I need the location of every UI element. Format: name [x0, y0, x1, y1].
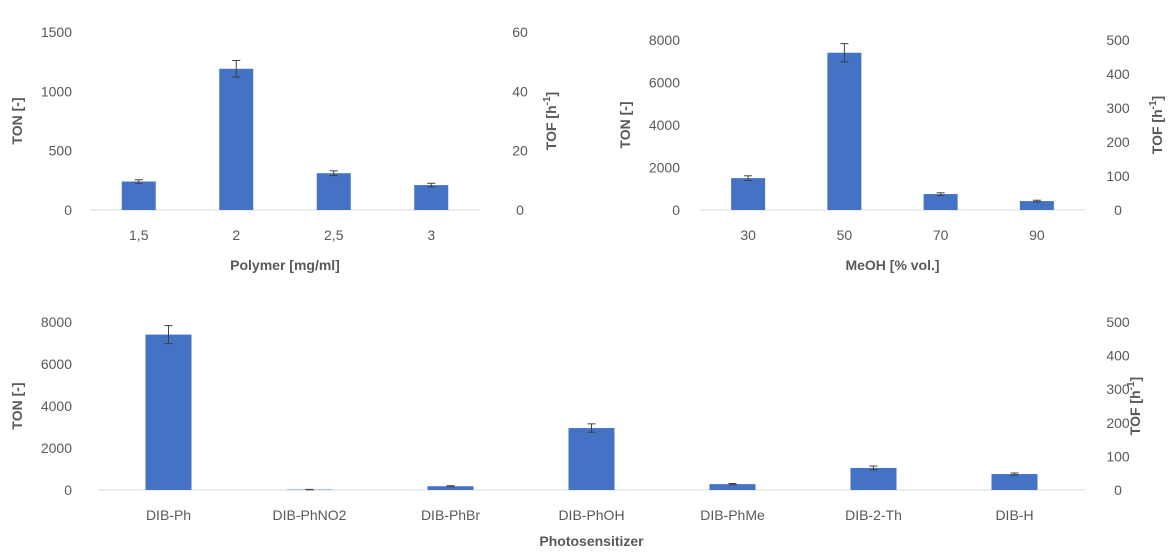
y2-tick-label: 0 [1114, 202, 1122, 218]
bar [827, 52, 862, 210]
y2-axis-label-close: ] [1127, 377, 1143, 382]
bar [923, 194, 958, 210]
x-tick-label: DIB-Ph [146, 507, 191, 523]
x-tick-label: DIB-PhOH [558, 507, 624, 523]
y2-axis-label-close: ] [1149, 96, 1165, 101]
x-tick-label: 2 [232, 227, 240, 243]
x-tick-label: 70 [933, 227, 949, 243]
bar [709, 484, 756, 490]
bar [316, 173, 351, 210]
chart-1: 0 500 1000 1500 0 20 40 60 1,5 2 2,5 3 Polymer [mg/m… [9, 24, 559, 273]
x-tick-label: 1,5 [129, 227, 149, 243]
y2-tick-label: 400 [1106, 66, 1130, 82]
y2-tick-label: 500 [1106, 314, 1130, 330]
y-tick-label: 0 [64, 482, 72, 498]
y2-tick-label: 500 [1106, 32, 1130, 48]
y2-axis-label-close: ] [543, 92, 559, 97]
y2-tick-label: 200 [1106, 415, 1130, 431]
y2-tick-label: 400 [1106, 348, 1130, 364]
bar [427, 486, 474, 490]
bar [414, 185, 449, 210]
y2-tick-label: 0 [1114, 482, 1122, 498]
y2-tick-label: 40 [512, 83, 528, 99]
chart-2: 0 2000 4000 6000 8000 0 100 200 300 400 500 30 50 70 9… [617, 32, 1165, 273]
bar [145, 334, 192, 490]
x-tick-label: 30 [740, 227, 756, 243]
y2-tick-label: 60 [512, 24, 528, 40]
y-tick-label: 1500 [41, 24, 72, 40]
x-axis-label: Polymer [mg/ml] [230, 257, 340, 273]
x-axis-label: MeOH [% vol.] [845, 257, 939, 273]
y2-axis-label: TOF [h-1] [1148, 96, 1165, 154]
x-tick-label: DIB-2-Th [845, 507, 902, 523]
x-tick-label: 90 [1029, 227, 1045, 243]
y2-tick-label: 300 [1106, 100, 1130, 116]
x-tick-label: DIB-PhMe [700, 507, 765, 523]
x-tick-label: DIB-H [995, 507, 1033, 523]
y2-axis-label-sup: -1 [542, 96, 553, 105]
y2-axis-label: TOF [h-1] [1126, 377, 1143, 435]
x-tick-label: 2,5 [324, 227, 344, 243]
y-axis-label: TON [-] [617, 101, 633, 148]
x-tick-label: 50 [837, 227, 853, 243]
y2-tick-label: 100 [1106, 448, 1130, 464]
bar [1019, 201, 1054, 210]
y-tick-label: 6000 [649, 75, 680, 91]
y2-axis-label: TOF [h-1] [542, 92, 559, 150]
y2-axis-label-base: TOF [h [1127, 390, 1143, 435]
y-tick-label: 500 [49, 143, 73, 159]
y2-tick-label: 0 [516, 202, 524, 218]
y-tick-label: 2000 [41, 440, 72, 456]
y-tick-label: 8000 [649, 32, 680, 48]
y-tick-label: 8000 [41, 314, 72, 330]
y-tick-label: 0 [64, 202, 72, 218]
y-axis-label: TON [-] [9, 382, 25, 429]
x-tick-label: DIB-PhBr [421, 507, 480, 523]
bar [121, 181, 156, 210]
y-tick-label: 1000 [41, 83, 72, 99]
y-tick-label: 0 [672, 202, 680, 218]
y-tick-label: 4000 [41, 398, 72, 414]
y2-axis-label-sup: -1 [1126, 381, 1137, 390]
bar [850, 467, 897, 490]
y2-axis-label-base: TOF [h [543, 105, 559, 150]
bar [219, 68, 254, 210]
y-tick-label: 4000 [649, 117, 680, 133]
y2-axis-label-base: TOF [h [1149, 109, 1165, 154]
chart-3: 0 2000 4000 6000 8000 0 100 200 300 400 500 DIB-Ph D… [9, 314, 1143, 549]
y2-tick-label: 300 [1106, 381, 1130, 397]
y-tick-label: 2000 [649, 160, 680, 176]
bar [568, 428, 615, 490]
y2-axis-label-sup: -1 [1148, 100, 1159, 109]
x-axis-label: Photosensitizer [539, 533, 644, 549]
y2-tick-label: 200 [1106, 134, 1130, 150]
y2-tick-label: 20 [512, 143, 528, 159]
y-tick-label: 6000 [41, 356, 72, 372]
y2-tick-label: 100 [1106, 168, 1130, 184]
bar [731, 178, 766, 210]
bar [991, 474, 1038, 490]
y-axis-label: TON [-] [9, 97, 25, 144]
x-tick-label: 3 [427, 227, 435, 243]
x-tick-label: DIB-PhNO2 [273, 507, 347, 523]
